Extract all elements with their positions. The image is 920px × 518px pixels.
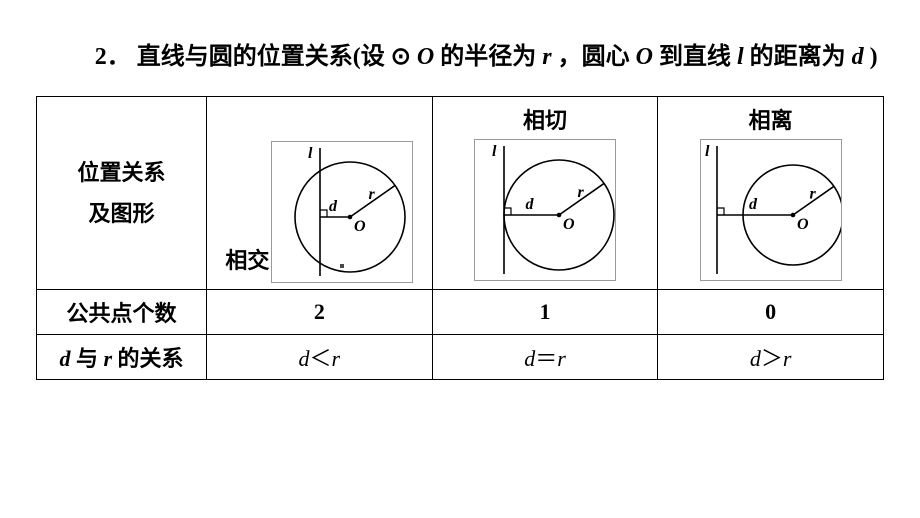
heading-l: l — [737, 44, 744, 70]
relation-separate: d＞r — [658, 335, 884, 380]
heading-O1: O — [417, 44, 434, 70]
label-intersect: 相交 — [225, 243, 269, 275]
svg-text:l: l — [705, 143, 710, 160]
heading-number: 2． — [95, 44, 131, 70]
heading-O2: O — [636, 44, 653, 70]
svg-text:O: O — [354, 218, 366, 235]
rs-d: d — [750, 346, 761, 371]
svg-text:r: r — [809, 186, 816, 203]
row-relation: d 与 r 的关系 d＜r d＝r d＞r — [37, 335, 884, 380]
rt-r: r — [557, 346, 566, 371]
rel-d: d — [59, 346, 70, 371]
heading-r: r — [542, 44, 551, 70]
diagram-intersect: l rOd — [271, 141, 413, 283]
rs-r: r — [783, 346, 792, 371]
relation-intersect: d＜r — [207, 335, 433, 380]
rt-op: ＝ — [535, 346, 557, 371]
relation-table: 位置关系 及图形 相交 lrOd 相切 lrOd 相离 lrOd 公共点个数 2… — [36, 96, 884, 380]
svg-text:l: l — [492, 143, 497, 160]
rowhdr-count: 公共点个数 — [37, 290, 207, 335]
row-count: 公共点个数 2 1 0 — [37, 290, 884, 335]
svg-text:d: d — [749, 196, 758, 213]
svg-text:r: r — [578, 185, 585, 202]
rowhdr1-line2: 及图形 — [88, 201, 154, 226]
relation-tangent: d＝r — [432, 335, 658, 380]
heading-t1: 直线与圆的位置关系(设 — [137, 44, 385, 70]
count-intersect: 2 — [207, 290, 433, 335]
rt-d: d — [524, 346, 535, 371]
rel-r: r — [103, 346, 112, 371]
rowhdr-position: 位置关系 及图形 — [37, 97, 207, 290]
cell-separate: 相离 l rOd — [658, 97, 884, 290]
ri-d: d — [299, 346, 310, 371]
ri-r: r — [332, 346, 341, 371]
row-figures: 位置关系 及图形 相交 lrOd 相切 lrOd 相离 lrOd — [37, 97, 884, 290]
ri-op: ＜ — [310, 346, 332, 371]
svg-text:d: d — [329, 198, 338, 215]
heading-t4: 到直线 — [659, 44, 737, 70]
diagram-tangent: l rOd — [474, 139, 616, 281]
count-tangent: 1 — [432, 290, 658, 335]
heading-d: d — [852, 44, 864, 70]
count-separate: 0 — [658, 290, 884, 335]
label-tangent: 相切 — [523, 103, 567, 135]
rowhdr1-line1: 位置关系 — [77, 160, 165, 185]
diagram-separate: l rOd — [700, 139, 842, 281]
heading-t5: 的距离为 — [750, 44, 852, 70]
heading-circle-sym: ⊙ — [391, 44, 411, 70]
svg-text:O: O — [797, 216, 809, 233]
rel-post: 的关系 — [118, 346, 184, 371]
rowhdr-relation: d 与 r 的关系 — [37, 335, 207, 380]
svg-text:r: r — [369, 187, 376, 204]
cell-tangent: 相切 l rOd — [432, 97, 658, 290]
svg-text:O: O — [563, 216, 575, 233]
cell-intersect: 相交 l rOd — [207, 97, 433, 290]
svg-text:l: l — [308, 145, 313, 162]
label-separate: 相离 — [749, 103, 793, 135]
svg-text:d: d — [525, 196, 534, 213]
section-heading: 2． 直线与圆的位置关系(设 ⊙ O 的半径为 r ，圆心 O 到直线 l 的距… — [36, 32, 884, 82]
heading-t2: 的半径为 — [440, 44, 542, 70]
decor-dot — [340, 264, 344, 268]
rs-op: ＞ — [761, 346, 783, 371]
heading-t3: ，圆心 — [558, 44, 636, 70]
rel-mid: 与 — [76, 346, 104, 371]
heading-t6: ) — [870, 44, 878, 70]
